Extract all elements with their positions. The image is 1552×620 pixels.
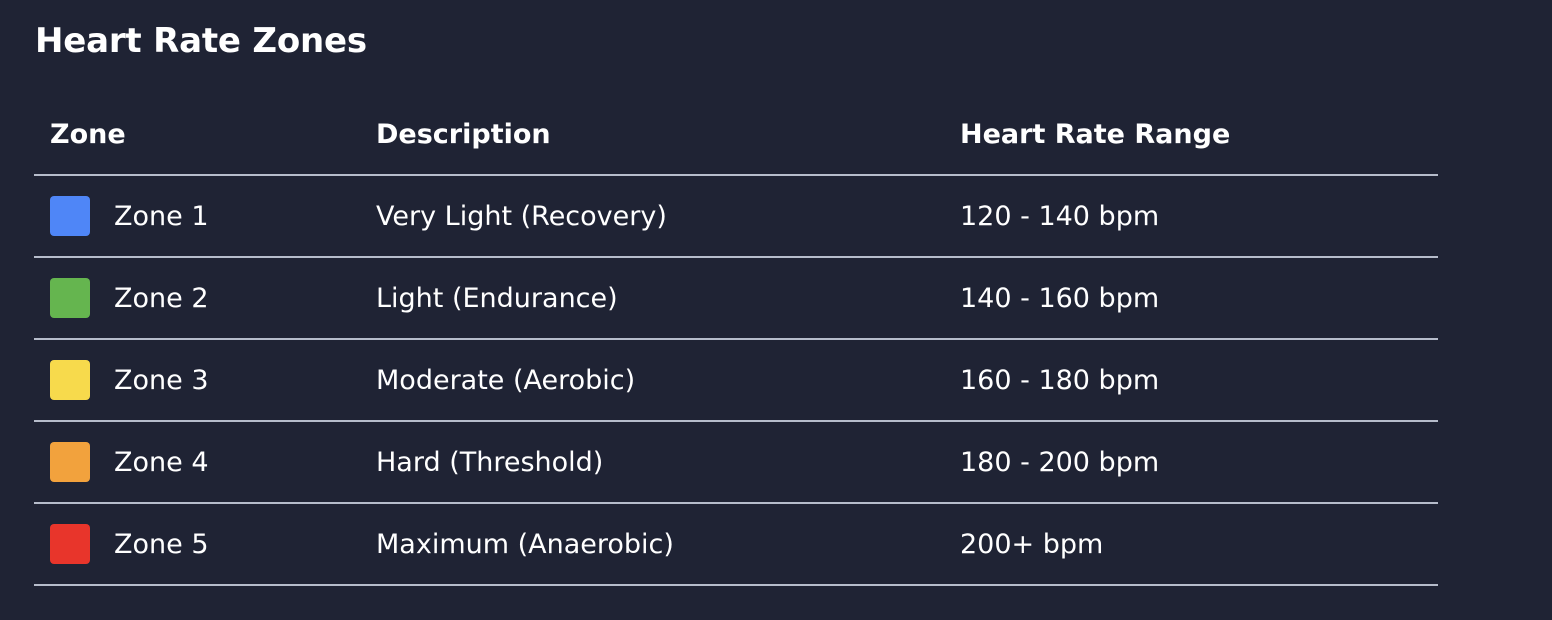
range-cell: 140 - 160 bpm	[960, 257, 1438, 340]
table-row: Zone 1 Very Light (Recovery) 120 - 140 b…	[34, 175, 1438, 258]
description-cell: Light (Endurance)	[376, 257, 960, 340]
table-row: Zone 2 Light (Endurance) 140 - 160 bpm	[34, 257, 1438, 340]
description-cell: Moderate (Aerobic)	[376, 339, 960, 422]
zone-color-swatch	[50, 278, 90, 318]
header-row: Zone Description Heart Rate Range	[34, 95, 1438, 176]
description-cell: Maximum (Anaerobic)	[376, 503, 960, 586]
zone-color-swatch	[50, 196, 90, 236]
description-cell: Very Light (Recovery)	[376, 175, 960, 258]
zone-cell: Zone 5	[34, 503, 376, 586]
table-row: Zone 3 Moderate (Aerobic) 160 - 180 bpm	[34, 339, 1438, 422]
description-cell: Hard (Threshold)	[376, 421, 960, 504]
zone-color-swatch	[50, 360, 90, 400]
zone-label: Zone 4	[114, 446, 209, 478]
zone-label: Zone 1	[114, 200, 209, 232]
zone-color-swatch	[50, 524, 90, 564]
zone-cell: Zone 2	[34, 257, 376, 340]
header-zone: Zone	[34, 95, 376, 176]
zone-cell: Zone 4	[34, 421, 376, 504]
page-title: Heart Rate Zones	[35, 21, 367, 61]
range-cell: 200+ bpm	[960, 503, 1438, 586]
zone-label: Zone 3	[114, 364, 209, 396]
zone-label: Zone 5	[114, 528, 209, 560]
zone-color-swatch	[50, 442, 90, 482]
table-header: Zone Description Heart Rate Range	[34, 95, 1438, 176]
table-body: Zone 1 Very Light (Recovery) 120 - 140 b…	[34, 175, 1438, 586]
range-cell: 120 - 140 bpm	[960, 175, 1438, 258]
range-cell: 180 - 200 bpm	[960, 421, 1438, 504]
table-row: Zone 4 Hard (Threshold) 180 - 200 bpm	[34, 421, 1438, 504]
header-description: Description	[376, 95, 960, 176]
zone-cell: Zone 1	[34, 175, 376, 258]
range-cell: 160 - 180 bpm	[960, 339, 1438, 422]
heart-rate-zones-table: Zone Description Heart Rate Range Zone 1…	[34, 95, 1438, 586]
header-heart-rate-range: Heart Rate Range	[960, 95, 1438, 176]
zone-label: Zone 2	[114, 282, 209, 314]
zone-cell: Zone 3	[34, 339, 376, 422]
table-row: Zone 5 Maximum (Anaerobic) 200+ bpm	[34, 503, 1438, 586]
